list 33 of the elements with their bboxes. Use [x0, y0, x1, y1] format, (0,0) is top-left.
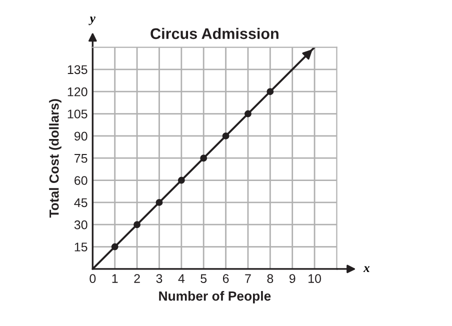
x-tick-label: 2 — [134, 274, 140, 283]
x-tick-label: 9 — [289, 274, 296, 283]
x-tick-label: 3 — [156, 274, 162, 283]
x-tick-label: 6 — [222, 274, 229, 283]
x-tick-label: 1 — [112, 274, 118, 283]
y-tick-label: 120 — [68, 87, 88, 96]
text: x — [363, 266, 370, 272]
text: y — [88, 16, 96, 26]
y-tick-label: 135 — [68, 65, 88, 74]
x-tick-label: 4 — [178, 274, 185, 283]
y-tick-label: 60 — [74, 176, 88, 185]
x-tick-label: 10 — [308, 274, 322, 283]
y-tick-label: 45 — [74, 198, 88, 208]
y-tick-label: 75 — [74, 154, 88, 163]
x-tick-label: 8 — [267, 274, 274, 283]
y-tick-label: 90 — [74, 132, 88, 141]
x-tick-label: 5 — [200, 274, 207, 283]
point — [178, 176, 185, 184]
point — [134, 221, 141, 228]
y-axis-title: Total Cost (dollars) — [49, 99, 62, 218]
y-tick-label: 15 — [74, 242, 88, 252]
point — [156, 198, 163, 206]
point — [200, 154, 208, 162]
point — [111, 243, 118, 250]
point — [266, 88, 274, 96]
y-tick-label: 30 — [74, 220, 88, 230]
chart-title: Circus Admission — [150, 28, 278, 40]
x-tick-label: 7 — [245, 274, 251, 283]
point — [244, 110, 252, 118]
point — [222, 132, 230, 140]
x-axis-title: Number of People — [159, 291, 271, 304]
y-tick-label: 105 — [68, 110, 88, 118]
x-tick-label: 0 — [90, 274, 96, 283]
